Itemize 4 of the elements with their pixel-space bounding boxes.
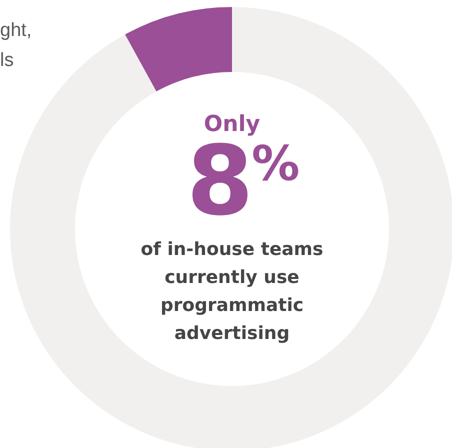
text: ght, ls <box>0 20 32 71</box>
donut-slice <box>125 7 232 92</box>
text: of in-house teams currently use programmatic advertising <box>140 239 324 344</box>
text: Only <box>204 112 260 137</box>
